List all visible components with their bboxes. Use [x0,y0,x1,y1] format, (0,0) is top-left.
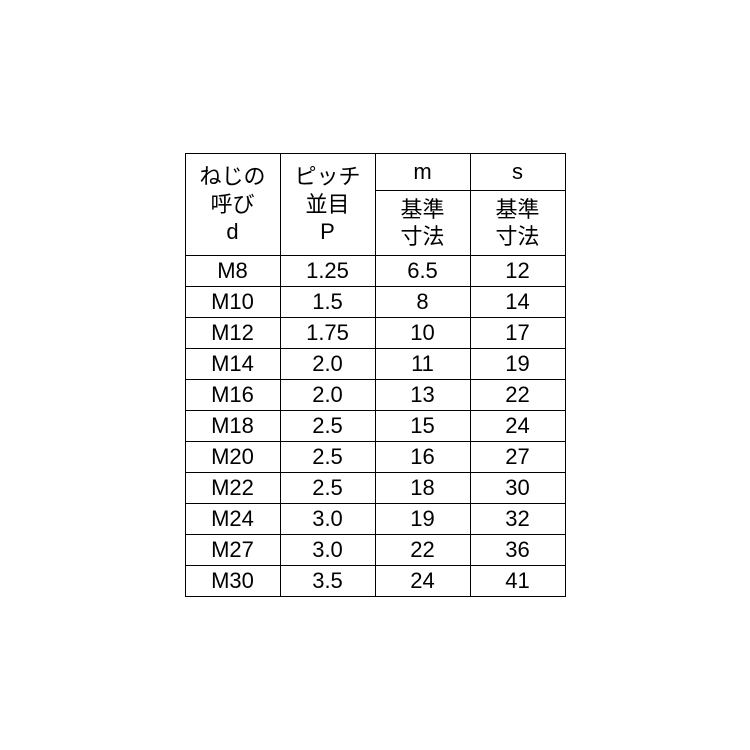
cell-m: 22 [375,535,470,566]
cell-s: 30 [470,473,565,504]
cell-s: 36 [470,535,565,566]
table-row: M121.751017 [185,318,565,349]
table-header: ねじの 呼び d ピッチ 並目 P m s 基準 寸法 基準 [185,154,565,256]
col-header-d-l1: ねじの [199,164,265,189]
cell-p: 2.5 [280,473,375,504]
cell-s: 41 [470,566,565,597]
table-row: M303.52441 [185,566,565,597]
cell-p: 2.0 [280,380,375,411]
cell-p: 3.0 [280,535,375,566]
col-header-p-l1: ピッチ [294,164,360,189]
table-row: M182.51524 [185,411,565,442]
table-row: M202.51627 [185,442,565,473]
cell-p: 2.5 [280,411,375,442]
col-header-m-sub: 基準 寸法 [375,191,470,256]
cell-m: 24 [375,566,470,597]
col-header-d: ねじの 呼び d [185,154,280,256]
col-header-d-l3: d [226,219,238,244]
cell-m: 6.5 [375,256,470,287]
col-header-d-l2: 呼び [210,192,254,217]
col-header-p-l2: 並目 [305,192,349,217]
table-row: M142.01119 [185,349,565,380]
cell-d: M18 [185,411,280,442]
cell-s: 24 [470,411,565,442]
cell-p: 1.75 [280,318,375,349]
spec-table: ねじの 呼び d ピッチ 並目 P m s 基準 寸法 基準 [185,153,566,597]
table-row: M81.256.512 [185,256,565,287]
cell-p: 2.5 [280,442,375,473]
cell-s: 22 [470,380,565,411]
cell-m: 15 [375,411,470,442]
cell-s: 32 [470,504,565,535]
col-header-s-sub-l2: 寸法 [495,224,539,249]
table-row: M243.01932 [185,504,565,535]
col-header-m-sub-l1: 基準 [400,197,444,222]
cell-p: 2.0 [280,349,375,380]
cell-s: 12 [470,256,565,287]
col-header-p-l3: P [320,219,335,244]
cell-m: 8 [375,287,470,318]
cell-m: 11 [375,349,470,380]
cell-d: M10 [185,287,280,318]
cell-d: M22 [185,473,280,504]
table-row: M162.01322 [185,380,565,411]
cell-d: M24 [185,504,280,535]
cell-d: M20 [185,442,280,473]
cell-d: M16 [185,380,280,411]
cell-s: 17 [470,318,565,349]
cell-d: M30 [185,566,280,597]
cell-p: 3.5 [280,566,375,597]
cell-m: 18 [375,473,470,504]
cell-p: 3.0 [280,504,375,535]
table-row: M101.5814 [185,287,565,318]
col-header-s-top: s [470,154,565,191]
cell-d: M12 [185,318,280,349]
cell-d: M27 [185,535,280,566]
cell-m: 13 [375,380,470,411]
cell-d: M8 [185,256,280,287]
table-row: M273.02236 [185,535,565,566]
cell-p: 1.5 [280,287,375,318]
cell-m: 16 [375,442,470,473]
col-header-m-top: m [375,154,470,191]
col-header-m-sub-l2: 寸法 [400,224,444,249]
col-header-p: ピッチ 並目 P [280,154,375,256]
cell-m: 10 [375,318,470,349]
cell-s: 27 [470,442,565,473]
cell-m: 19 [375,504,470,535]
table-row: M222.51830 [185,473,565,504]
cell-s: 14 [470,287,565,318]
cell-d: M14 [185,349,280,380]
cell-p: 1.25 [280,256,375,287]
col-header-s-sub: 基準 寸法 [470,191,565,256]
col-header-s-sub-l1: 基準 [495,197,539,222]
table-body: M81.256.512M101.5814M121.751017M142.0111… [185,256,565,597]
cell-s: 19 [470,349,565,380]
